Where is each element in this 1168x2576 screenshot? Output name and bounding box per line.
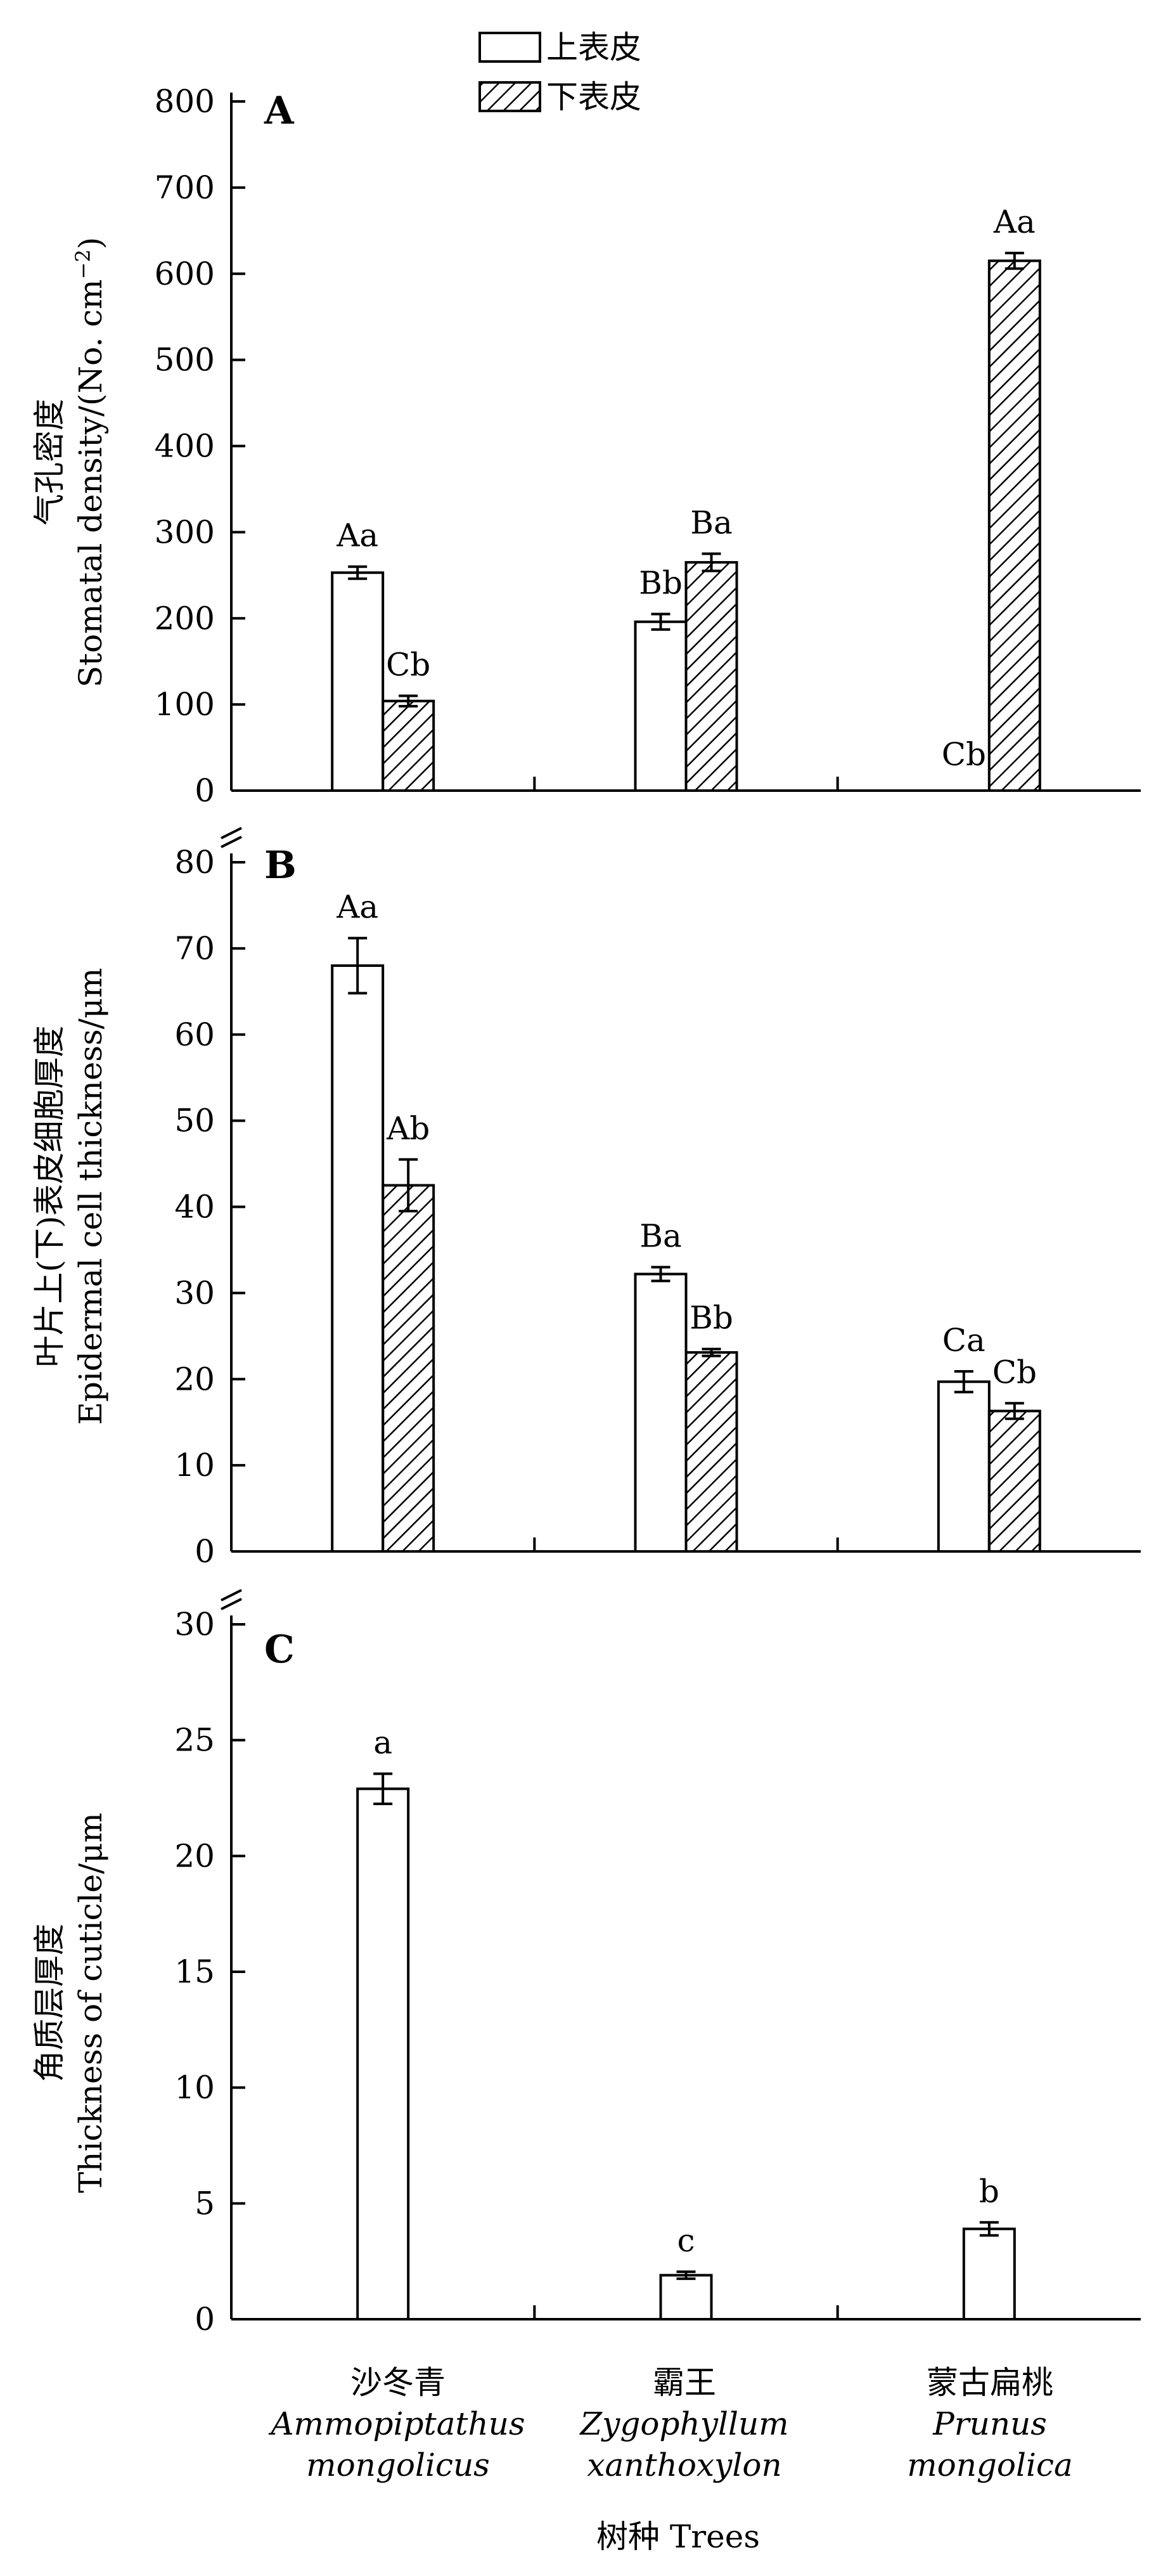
data-label-a: Bb [639,564,683,601]
x-tick-label-latin2-0: mongolicus [306,2447,490,2483]
y-tick-label-b: 10 [174,1447,215,1484]
data-label-b: Ca [942,1322,985,1359]
y-tick-label-b: 60 [174,1016,215,1053]
data-label-b: Ba [639,1218,682,1255]
y-tick-label-a: 400 [155,428,215,465]
bar-b-upper [634,1272,688,1553]
data-label-c: a [373,1725,392,1761]
bar-a-lower [684,560,738,793]
bar-c-upper [962,2227,1016,2321]
bar-b-lower [684,1351,738,1553]
panel-label-a: A [264,89,295,133]
y-tick-label-b: 40 [174,1189,215,1226]
x-tick-label-latin2-1: xanthoxylon [587,2447,781,2483]
y-axis-title-en-b: Epidermal cell thickness/μm [72,968,109,1425]
y-tick-label-c: 0 [195,2301,215,2338]
x-tick-label-latin2-2: mongolica [907,2447,1073,2483]
bar-c-upper [356,1787,410,2321]
bar-b-upper [331,964,385,1553]
panel-label-b: B [264,843,297,888]
axis-break-mark-c [221,1589,242,1602]
data-label-b: Cb [992,1354,1037,1390]
axis-break-mark-b [221,836,242,848]
bar-a-upper [331,571,385,793]
bar-b-upper [937,1380,991,1553]
y-tick-label-a: 800 [155,83,215,120]
y-tick-label-a: 700 [155,169,215,206]
panel-label-c: C [264,1628,295,1672]
data-label-b: Aa [336,889,378,926]
data-label-a: Cb [386,647,430,683]
y-tick-label-b: 80 [174,844,215,881]
legend-label-lower: 下表皮 [546,79,641,115]
y-tick-label-c: 25 [174,1722,215,1759]
axis-break-mark-b [221,827,242,839]
x-axis-title: 树种 Trees [596,2518,760,2555]
y-tick-label-c: 15 [174,1953,215,1990]
y-tick-label-b: 70 [174,930,215,967]
x-tick-label-cn-0: 沙冬青 [350,2364,446,2401]
legend-swatch-lower [478,81,541,112]
data-label-c: b [979,2173,999,2210]
legend: 上表皮 下表皮 [478,29,641,115]
y-tick-label-b: 50 [174,1103,215,1139]
legend-label-upper: 上表皮 [546,29,641,66]
y-tick-label-a: 100 [155,686,215,723]
x-tick-label-latin1-1: Zygophyllum [579,2405,788,2442]
y-axis-title-en-a: Stomatal density/(No. cm−2) [71,237,109,687]
x-tick-label-cn-1: 霸王 [653,2364,716,2401]
bar-c-upper [659,2274,713,2320]
y-tick-label-c: 20 [174,1837,215,1874]
y-tick-label-b: 20 [174,1361,215,1397]
data-label-b: Ab [386,1110,430,1147]
bar-a-upper [634,620,688,792]
data-label-a: Cb [942,736,986,773]
y-tick-label-c: 30 [174,1606,215,1643]
panel-a: A 气孔密度 Stomatal density/(No. cm−2) 0 100 2… [31,83,1141,809]
data-label-c: c [677,2222,695,2259]
bar-a-lower [987,259,1041,792]
x-tick-label-cn-2: 蒙古扁桃 [927,2364,1053,2401]
panel-c: C 角质层厚度 Thickness of cuticle/μm 0 5 10 15 20… [31,1589,1141,2338]
bar-b-lower [382,1184,435,1553]
bar-a-lower [382,699,435,792]
y-axis-title-en-c: Thickness of cuticle/μm [72,1813,109,2193]
y-tick-label-b: 30 [174,1274,215,1311]
data-label-b: Bb [690,1300,733,1337]
legend-swatch-upper [478,32,541,63]
y-tick-label-a: 500 [155,342,215,379]
data-label-a: Ba [690,504,733,541]
axis-break-mark-c [221,1598,242,1610]
data-label-a: Aa [993,204,1036,240]
bar-b-lower [987,1409,1041,1553]
y-axis-title-cn-a: 气孔密度 [31,399,68,526]
x-axis-categories: 沙冬青 Ammopiptathus mongolicus 霸王 Zygophyl… [268,2364,1072,2555]
y-tick-label-b: 0 [195,1533,215,1570]
y-axis-title-cn-c: 角质层厚度 [31,1924,68,2082]
data-label-a: Aa [336,517,378,554]
y-tick-label-c: 10 [174,2069,215,2106]
y-axis-title-cn-b: 叶片上(下)表皮细胞厚度 [31,1025,68,1367]
y-tick-label-c: 5 [195,2185,215,2222]
y-tick-label-a: 600 [155,256,215,292]
y-tick-label-a: 0 [195,772,215,809]
x-tick-label-latin1-0: Ammopiptathus [268,2405,525,2442]
panel-b: B 叶片上(下)表皮细胞厚度 Epidermal cell thickness/… [31,827,1141,1570]
y-tick-label-a: 200 [155,600,215,637]
x-tick-label-latin1-2: Prunus [932,2405,1047,2442]
y-tick-label-a: 300 [155,514,215,550]
